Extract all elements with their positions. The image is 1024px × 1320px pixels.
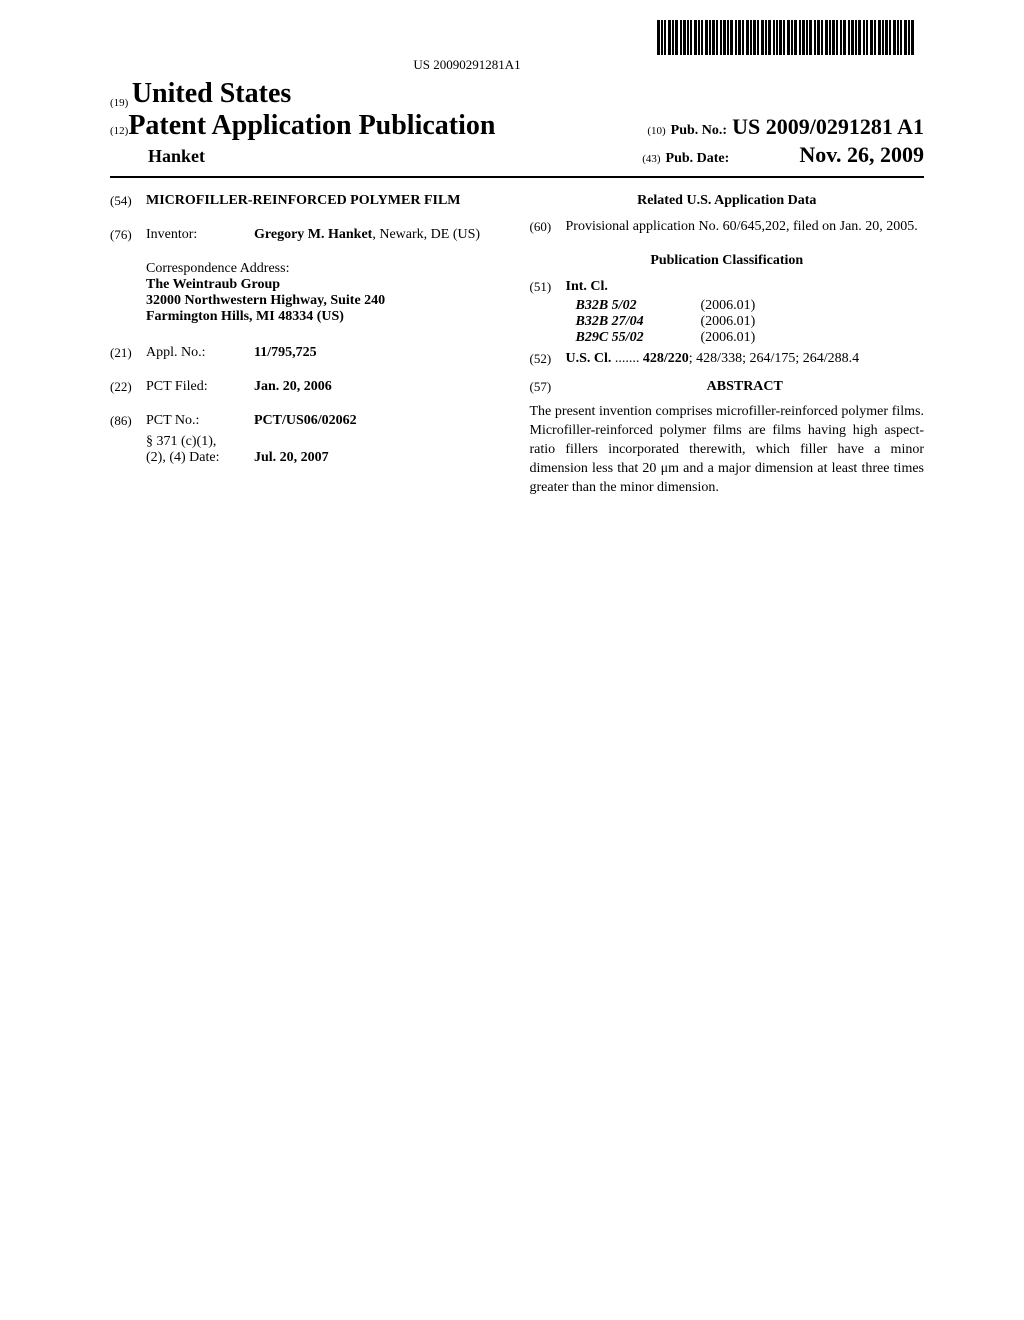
pct-filed-code: (22) [110, 379, 146, 395]
pct-no-value: PCT/US06/02062 [254, 413, 357, 429]
section-371-label: § 371 (c)(1), [146, 434, 505, 450]
barcode-text: US 20090291281A1 [110, 57, 824, 73]
right-column: Related U.S. Application Data (60) Provi… [530, 193, 925, 497]
author-name: Hanket [148, 146, 205, 167]
patent-title: MICROFILLER-REINFORCED POLYMER FILM [146, 193, 461, 209]
pub-date-label: Pub. Date: [666, 151, 730, 167]
inventor-label: Inventor: [146, 227, 254, 243]
int-cl-item-code: B32B 5/02 [566, 298, 701, 314]
pub-type-code: (12) [110, 125, 128, 137]
pub-no-label: Pub. No.: [671, 123, 727, 139]
section-371-date: Jul. 20, 2007 [254, 450, 329, 466]
correspondence-line3: Farmington Hills, MI 48334 (US) [146, 309, 505, 325]
int-cl-item-code: B32B 27/04 [566, 314, 701, 330]
int-cl-item-code: B29C 55/02 [566, 330, 701, 346]
pub-class-heading: Publication Classification [530, 253, 925, 269]
provisional-code: (60) [530, 219, 566, 235]
int-cl-item-year: (2006.01) [701, 330, 756, 346]
us-cl-label: U.S. Cl. [566, 351, 612, 366]
inventor-name: Gregory M. Hanket [254, 227, 372, 242]
appl-label: Appl. No.: [146, 345, 254, 361]
inventor-code: (76) [110, 227, 146, 243]
pub-date-value: Nov. 26, 2009 [799, 142, 924, 168]
int-cl-item: B32B 5/02(2006.01) [566, 298, 925, 314]
country-code: (19) [110, 97, 128, 109]
inventor-location: , Newark, DE (US) [372, 227, 480, 242]
related-heading: Related U.S. Application Data [530, 193, 925, 209]
correspondence-line1: The Weintraub Group [146, 277, 505, 293]
int-cl-label: Int. Cl. [566, 279, 608, 295]
title-code: (54) [110, 193, 146, 209]
barcode-image [110, 20, 914, 55]
provisional-text: Provisional application No. 60/645,202, … [566, 219, 918, 235]
int-cl-item: B32B 27/04(2006.01) [566, 314, 925, 330]
int-cl-list: B32B 5/02(2006.01)B32B 27/04(2006.01)B29… [566, 298, 925, 346]
int-cl-item: B29C 55/02(2006.01) [566, 330, 925, 346]
pct-filed-value: Jan. 20, 2006 [254, 379, 332, 395]
int-cl-item-year: (2006.01) [701, 314, 756, 330]
us-cl-code: (52) [530, 351, 566, 367]
abstract-code: (57) [530, 379, 566, 395]
appl-value: 11/795,725 [254, 345, 317, 361]
pub-date-code: (43) [642, 153, 660, 165]
appl-code: (21) [110, 345, 146, 361]
pct-no-label: PCT No.: [146, 413, 254, 429]
pub-type: Patent Application Publication [128, 110, 495, 142]
abstract-text: The present invention comprises microfil… [530, 403, 925, 497]
us-cl-value-rest: ; 428/338; 264/175; 264/288.4 [689, 351, 859, 366]
section-371-line2: (2), (4) Date: [146, 450, 254, 466]
barcode-section: US 20090291281A1 [110, 20, 924, 73]
header-section: (19) United States (12) Patent Applicati… [110, 78, 924, 168]
us-cl-value-bold: 428/220 [643, 351, 689, 366]
country-name: United States [132, 78, 291, 109]
abstract-heading: ABSTRACT [566, 379, 925, 395]
int-cl-item-year: (2006.01) [701, 298, 756, 314]
pct-no-code: (86) [110, 413, 146, 429]
correspondence-label: Correspondence Address: [146, 261, 505, 277]
us-cl-dots: ....... [615, 351, 640, 366]
correspondence-line2: 32000 Northwestern Highway, Suite 240 [146, 293, 505, 309]
divider [110, 176, 924, 178]
left-column: (54) MICROFILLER-REINFORCED POLYMER FILM… [110, 193, 505, 497]
pct-filed-label: PCT Filed: [146, 379, 254, 395]
pub-no-value: US 2009/0291281 A1 [732, 114, 924, 140]
pub-no-code: (10) [647, 125, 665, 137]
int-cl-code: (51) [530, 279, 566, 295]
